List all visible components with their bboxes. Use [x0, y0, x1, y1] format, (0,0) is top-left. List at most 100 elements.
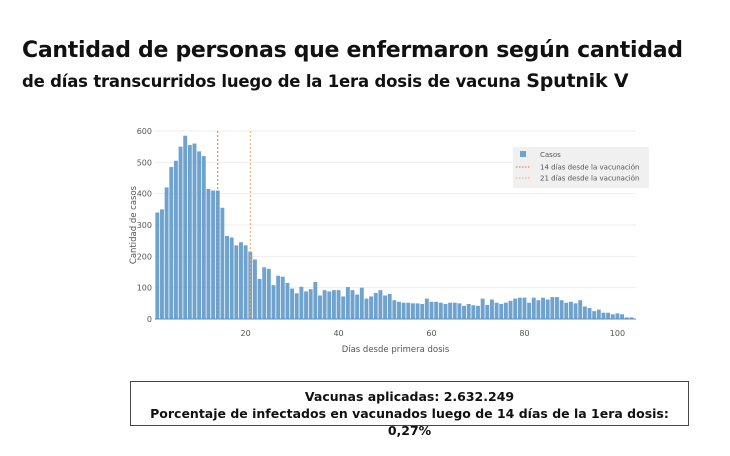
bar: [397, 301, 401, 319]
bar: [466, 303, 471, 319]
bar: [248, 251, 253, 319]
y-tick-label: 400: [137, 190, 152, 199]
bar: [164, 187, 169, 319]
y-tick-label: 300: [137, 221, 152, 230]
bar: [239, 242, 243, 319]
bar: [527, 302, 532, 319]
bar: [322, 290, 327, 319]
bar: [285, 282, 290, 319]
bar: [266, 268, 271, 319]
bar: [192, 143, 197, 319]
bar: [592, 311, 597, 319]
x-tick-label: 20: [241, 329, 251, 338]
legend-box: [513, 147, 649, 188]
bar: [401, 302, 406, 319]
bar: [160, 209, 164, 319]
bar: [429, 301, 434, 319]
bar: [220, 207, 225, 319]
bar: [387, 293, 392, 319]
bar: [215, 190, 220, 319]
legend-swatch-casos: [520, 151, 526, 157]
bar: [606, 312, 611, 319]
bar: [197, 151, 202, 319]
bar: [169, 167, 174, 319]
bar: [485, 304, 490, 319]
bar: [173, 160, 178, 319]
bar: [271, 285, 276, 319]
bar: [555, 297, 559, 319]
bar: [596, 309, 601, 319]
bar: [378, 290, 383, 319]
x-tick-label: 40: [333, 329, 343, 338]
bar: [211, 190, 216, 319]
bar: [392, 300, 397, 319]
bar: [155, 212, 160, 319]
bar: [299, 286, 304, 319]
bar: [304, 291, 308, 319]
y-tick-label: 200: [137, 252, 152, 261]
bar: [252, 259, 257, 319]
bar: [573, 303, 578, 319]
page-subtitle: de días transcurridos luego de la 1era d…: [22, 70, 629, 92]
bar: [624, 317, 629, 319]
bar: [471, 305, 476, 319]
bar: [517, 297, 522, 319]
x-tick-label: 100: [610, 329, 625, 338]
bar: [601, 312, 606, 319]
bar: [206, 188, 211, 319]
bar: [178, 146, 183, 319]
bar: [578, 300, 583, 319]
x-tick-label: 80: [519, 329, 529, 338]
bar: [406, 302, 411, 319]
bar: [383, 295, 387, 319]
bar: [541, 297, 546, 319]
bar: [313, 282, 318, 319]
bar: [183, 135, 188, 319]
bar: [355, 294, 360, 319]
bar: [513, 298, 518, 319]
bar: [503, 302, 508, 319]
bar: [582, 306, 587, 319]
subtitle-text: de días transcurridos luego de la 1era d…: [22, 72, 521, 91]
bar: [294, 293, 299, 319]
infection-percentage: Porcentaje de infectados en vacunados lu…: [150, 406, 669, 438]
bar: [494, 302, 499, 319]
bar: [434, 301, 439, 319]
y-tick-label: 500: [137, 158, 152, 167]
x-axis-title: Días desde primera dosis: [342, 345, 450, 355]
bar: [341, 296, 346, 319]
bar: [345, 287, 350, 319]
bar: [308, 289, 313, 319]
legend-label-vline: 14 días desde la vacunación: [540, 164, 639, 172]
bar: [424, 298, 429, 319]
bar: [225, 235, 229, 319]
vaccines-applied: Vacunas aplicadas: 2.632.249: [304, 389, 515, 404]
bar: [280, 276, 285, 319]
bar: [262, 267, 267, 319]
bar: [318, 295, 322, 319]
bar: [462, 305, 467, 319]
vaccine-name: Sputnik V: [526, 70, 629, 92]
bar: [359, 287, 364, 319]
bar: [369, 296, 374, 319]
bar: [257, 278, 262, 319]
bar: [364, 298, 369, 319]
bar: [229, 237, 234, 319]
bar: [550, 297, 555, 319]
bar: [327, 291, 332, 319]
legend-label-vline: 21 días desde la vacunación: [540, 175, 639, 183]
y-tick-label: 0: [147, 315, 152, 324]
bar: [476, 305, 480, 319]
bar: [629, 317, 634, 319]
bar: [499, 303, 504, 319]
bar: [276, 275, 281, 319]
page-title: Cantidad de personas que enfermaron segú…: [22, 38, 683, 63]
bar: [415, 303, 420, 319]
legend-label-casos: Casos: [540, 151, 561, 159]
bar: [568, 301, 573, 319]
bar: [201, 156, 206, 319]
bar: [243, 245, 248, 319]
x-tick-label: 60: [426, 329, 436, 338]
bar: [522, 297, 527, 319]
